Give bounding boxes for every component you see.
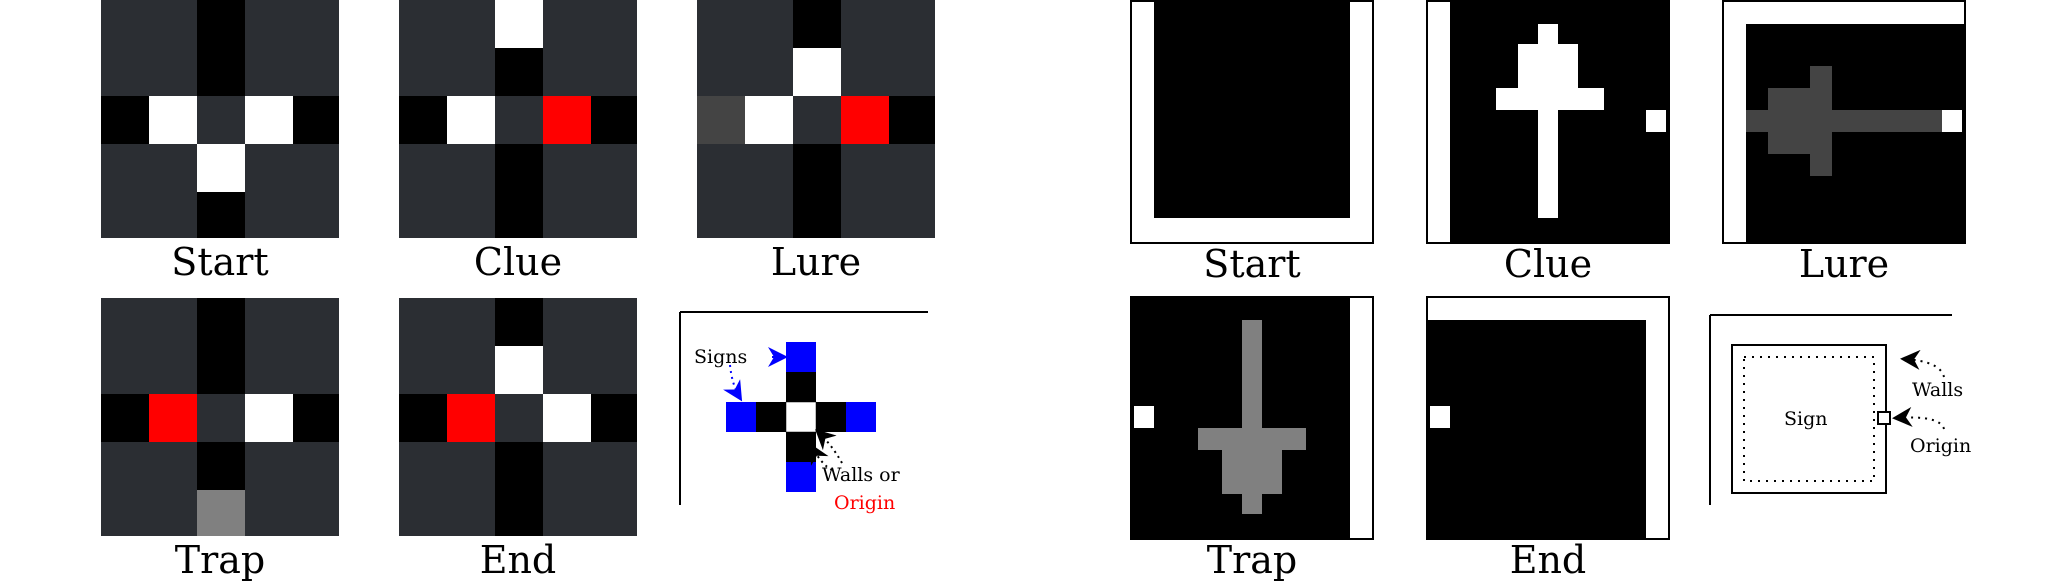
right-trap-label: Trap [1206,538,1298,582]
left-trap-label: Trap [174,538,266,582]
left-end-label: End [479,538,557,582]
left-trap-tile [101,298,339,536]
right-start-tile [1130,0,1374,244]
right-clue-label: Clue [1503,242,1593,286]
left-start-label: Start [171,240,269,284]
right-end-tile [1426,296,1670,540]
right-start-label: Start [1203,242,1301,286]
left-clue-label: Clue [473,240,563,284]
legend-origin-square [1877,411,1891,425]
legend-signs-text: Signs [694,346,747,368]
legend-walls-text: Walls [1912,379,1963,401]
left-clue-tile [399,0,637,238]
legend-origin-text: Origin [834,492,895,514]
left-start-tile [101,0,339,238]
right-legend: Sign Walls Origin [1700,305,2000,520]
legend-sign-right [846,402,876,432]
legend-walls-dotted [1743,356,1875,482]
legend-sign-text: Sign [1784,408,1828,430]
legend-map-box [1731,344,1887,494]
legend-walls-or-text: Walls or [822,464,901,486]
right-lure-tile [1722,0,1966,244]
right-trap-tile [1130,296,1374,540]
left-end-tile [399,298,637,536]
left-legend: Signs Walls or Origin [672,305,932,530]
legend-sign-bottom [786,462,816,492]
right-end-label: End [1509,538,1587,582]
left-lure-label: Lure [770,240,862,284]
right-clue-tile [1426,0,1670,244]
right-lure-label: Lure [1798,242,1890,286]
legend-sign-top [786,342,816,372]
left-lure-tile [697,0,935,238]
legend-origin-right-text: Origin [1910,435,1971,457]
legend-sign-left [726,402,756,432]
